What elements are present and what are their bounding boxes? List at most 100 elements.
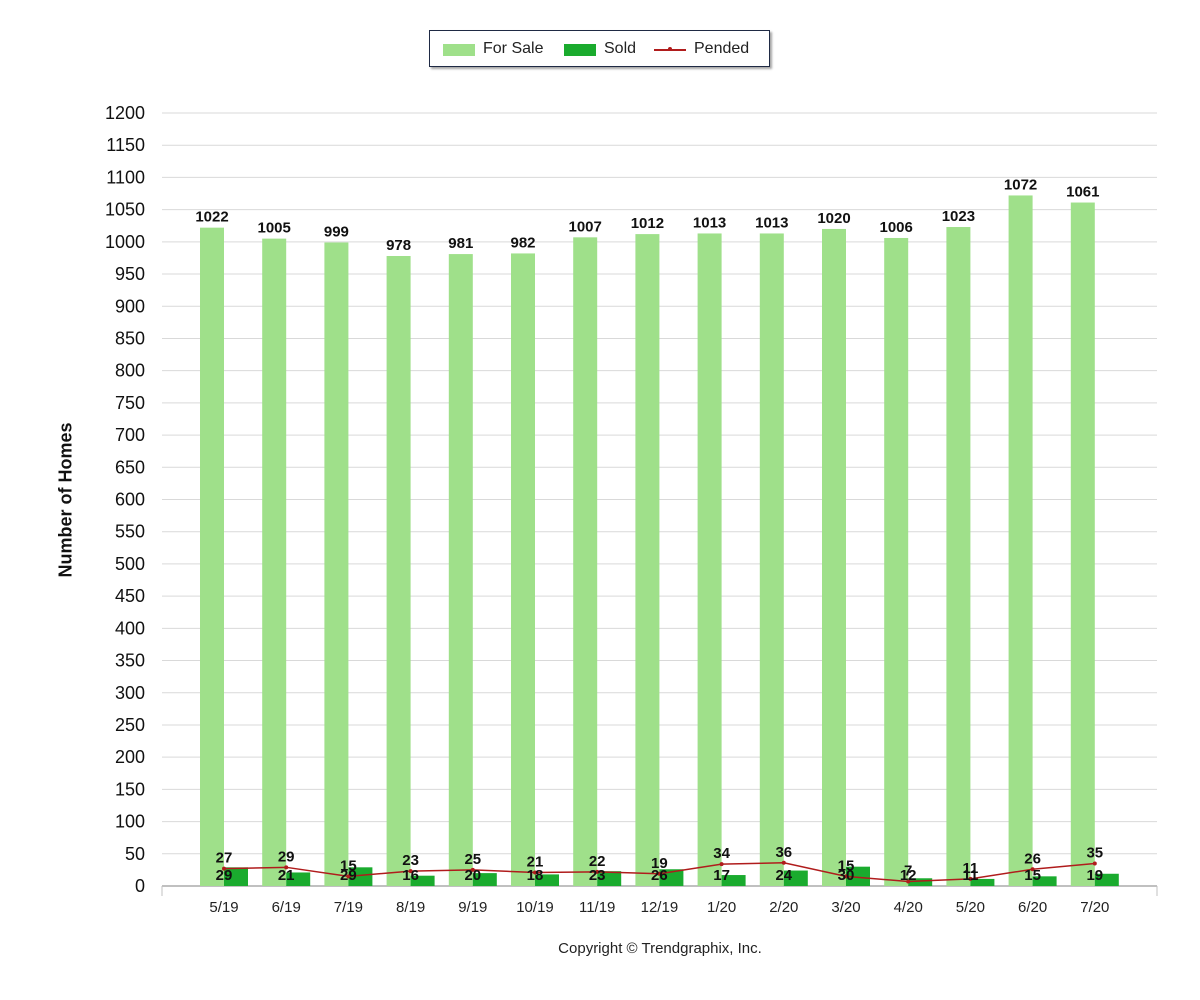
bar-for-sale	[511, 253, 535, 886]
data-label-pended: 11	[962, 860, 978, 877]
point-pended	[719, 862, 724, 867]
data-label-pended: 19	[651, 855, 668, 872]
data-label-pended: 26	[1024, 850, 1041, 867]
y-tick-label: 1000	[105, 232, 145, 252]
y-tick-label: 50	[125, 844, 145, 864]
y-tick-label: 100	[115, 812, 145, 832]
y-tick-label: 1050	[105, 200, 145, 220]
bar-for-sale	[1008, 195, 1033, 886]
point-pended	[470, 867, 475, 872]
bar-sold	[908, 878, 933, 886]
data-label-pended: 27	[216, 850, 233, 867]
data-label-for-sale: 1061	[1066, 184, 1099, 201]
point-pended	[284, 865, 289, 870]
x-tick-label: 3/20	[831, 899, 860, 916]
data-label-for-sale: 978	[386, 237, 411, 254]
x-tick-label: 7/20	[1080, 899, 1109, 916]
bar-for-sale	[386, 256, 411, 886]
data-label-sold: 12	[900, 867, 917, 884]
legend: For Sale Sold Pended	[429, 30, 770, 67]
point-pended	[533, 870, 537, 875]
data-label-for-sale: 1013	[755, 214, 788, 231]
legend-label-pended: Pended	[694, 40, 750, 57]
data-label-for-sale: 1012	[631, 215, 664, 232]
data-label-sold: 24	[775, 867, 792, 884]
point-pended	[408, 869, 413, 874]
point-pended	[781, 860, 786, 865]
legend-label-sold: Sold	[604, 40, 637, 57]
data-label-pended: 35	[1086, 844, 1103, 861]
bar-for-sale	[635, 234, 660, 886]
data-label-for-sale: 981	[448, 235, 473, 252]
y-tick-label: 950	[115, 264, 145, 284]
point-pended	[906, 879, 911, 884]
y-tick-label: 400	[115, 618, 145, 638]
data-label-for-sale: 1005	[258, 220, 291, 237]
bar-sold	[472, 873, 497, 886]
point-pended	[222, 866, 226, 871]
y-tick-label: 600	[115, 490, 145, 510]
y-tick-label: 750	[115, 393, 145, 413]
y-tick-label: 850	[115, 328, 145, 348]
bar-sold	[846, 866, 870, 886]
bar-for-sale	[822, 228, 846, 886]
bar-sold	[783, 870, 808, 886]
data-label-pended: 23	[402, 852, 419, 869]
point-pended	[657, 871, 662, 876]
copyright-text: Copyright © Trendgraphix, Inc.	[558, 940, 762, 957]
data-label-pended: 25	[464, 851, 481, 868]
data-label-sold: 23	[589, 867, 606, 884]
y-tick-label: 350	[115, 651, 145, 671]
point-pended	[968, 876, 973, 881]
x-tick-label: 9/19	[458, 899, 487, 916]
legend-swatch-sold	[564, 44, 596, 56]
y-tick-label: 650	[115, 457, 145, 477]
data-label-pended: 15	[340, 857, 357, 874]
bar-for-sale	[1070, 202, 1095, 886]
point-pended	[1092, 861, 1097, 866]
bar-sold	[348, 867, 373, 886]
data-label-pended: 34	[713, 845, 730, 862]
data-label-sold: 30	[838, 867, 855, 884]
data-label-for-sale: 1020	[817, 210, 850, 227]
data-label-for-sale: 1023	[942, 208, 975, 225]
bar-sold	[410, 875, 435, 886]
x-tick-label: 11/19	[579, 899, 615, 916]
x-tick-label: 5/20	[956, 899, 985, 916]
x-tick-label: 6/20	[1018, 899, 1047, 916]
data-label-for-sale: 1013	[693, 214, 726, 231]
data-label-sold: 18	[527, 867, 544, 884]
y-tick-label: 0	[135, 876, 145, 896]
y-tick-label: 900	[115, 296, 145, 316]
x-tick-label: 5/19	[209, 899, 238, 916]
y-tick-label: 500	[115, 554, 145, 574]
y-tick-label: 250	[115, 715, 145, 735]
data-label-sold: 19	[1086, 867, 1103, 884]
bar-for-sale	[759, 233, 784, 886]
data-label-sold: 17	[713, 867, 730, 884]
x-tick-label: 10/19	[516, 899, 554, 916]
y-tick-label: 300	[115, 683, 145, 703]
y-tick-label: 550	[115, 522, 145, 542]
data-label-sold: 20	[464, 867, 481, 884]
data-label-pended: 7	[904, 862, 912, 879]
bar-for-sale	[200, 227, 224, 886]
point-pended	[346, 874, 351, 879]
y-tick-label: 800	[115, 361, 145, 381]
x-tick-label: 4/20	[894, 899, 923, 916]
x-tick-label: 8/19	[396, 899, 425, 916]
y-tick-label: 200	[115, 747, 145, 767]
x-tick-label: 6/19	[272, 899, 301, 916]
data-label-sold: 29	[340, 867, 357, 884]
x-tick-label: 12/19	[641, 899, 679, 916]
data-label-sold: 29	[216, 867, 233, 884]
bar-sold	[970, 878, 995, 886]
bar-sold	[535, 874, 559, 886]
point-pended	[844, 874, 848, 879]
bar-for-sale	[884, 237, 909, 887]
bar-sold	[721, 875, 746, 886]
y-tick-label: 450	[115, 586, 145, 606]
data-label-sold: 16	[402, 867, 419, 884]
bar-for-sale	[573, 237, 598, 887]
